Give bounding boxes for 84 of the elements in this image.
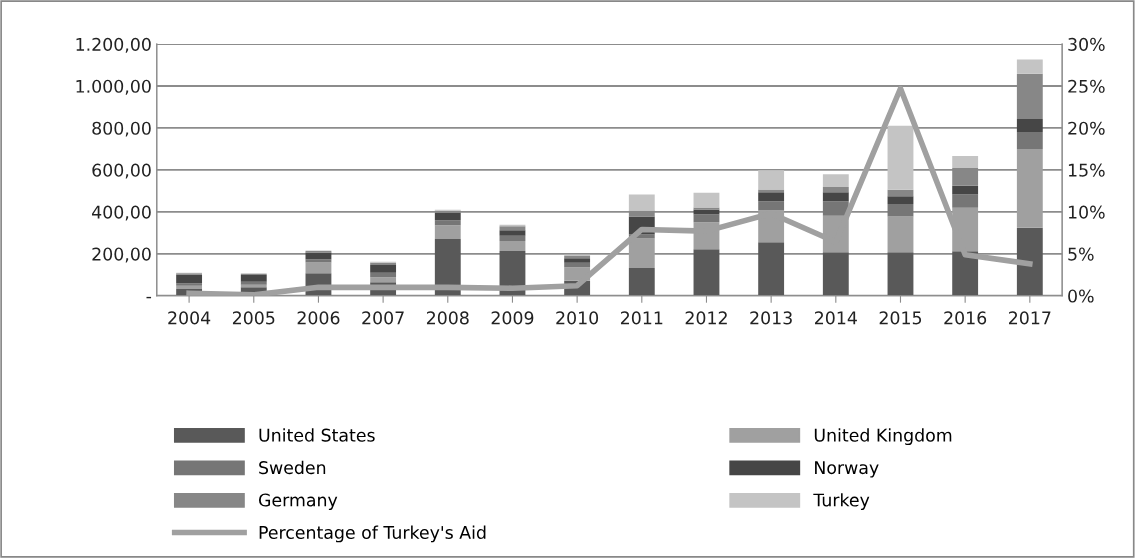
bar bbox=[887, 189, 914, 197]
bar bbox=[370, 265, 397, 273]
bar bbox=[887, 216, 914, 253]
bar bbox=[887, 252, 914, 296]
bar bbox=[434, 212, 461, 221]
bar bbox=[499, 235, 526, 241]
x-tick-label: 2013 bbox=[750, 311, 792, 325]
bar bbox=[822, 252, 849, 296]
bar bbox=[1016, 59, 1043, 74]
legend-label: United States bbox=[259, 428, 375, 442]
y2-tick-label: 20% bbox=[1068, 121, 1105, 135]
x-tick-label: 2005 bbox=[232, 311, 275, 325]
bar bbox=[822, 187, 849, 193]
y2-tick-label: 25% bbox=[1068, 79, 1105, 93]
x-tick-label: 2004 bbox=[168, 311, 211, 325]
legend-label: Norway bbox=[815, 461, 879, 478]
bar bbox=[305, 259, 332, 263]
y-tick-label: 1.200,00 bbox=[76, 37, 151, 53]
x-tick-label: 2015 bbox=[879, 311, 922, 325]
y-tick-label: 400,00 bbox=[92, 205, 151, 221]
bar bbox=[305, 262, 332, 274]
bar bbox=[1016, 227, 1043, 296]
x-tick-label: 2014 bbox=[814, 311, 857, 325]
x-tick-label: 2016 bbox=[944, 311, 987, 325]
x-tick-label: 2009 bbox=[491, 311, 534, 325]
y-tick-label: - bbox=[146, 296, 152, 299]
bar bbox=[564, 262, 591, 268]
bar bbox=[887, 125, 914, 190]
bar bbox=[952, 156, 979, 169]
bar bbox=[952, 185, 979, 195]
legend-label: Turkey bbox=[813, 493, 870, 510]
bar bbox=[628, 268, 655, 296]
legend-label: Germany bbox=[258, 493, 338, 510]
legend-label: United Kingdom bbox=[814, 428, 952, 446]
legend-label: Percentage of Turkey's Aid bbox=[259, 525, 486, 543]
bar bbox=[176, 283, 203, 286]
x-tick-label: 2017 bbox=[1009, 311, 1051, 325]
bar bbox=[693, 209, 720, 215]
x-tick-label: 2012 bbox=[685, 311, 727, 325]
bar bbox=[822, 201, 849, 216]
y-tick-label: 200,00 bbox=[92, 247, 151, 263]
x-tick-label: 2010 bbox=[556, 311, 599, 325]
bar bbox=[628, 238, 655, 269]
bar bbox=[887, 203, 914, 217]
x-tick-label: 2007 bbox=[362, 311, 404, 325]
bar bbox=[822, 192, 849, 202]
bar bbox=[693, 249, 720, 296]
bar bbox=[693, 207, 720, 210]
bar bbox=[1016, 118, 1043, 132]
bar bbox=[628, 194, 655, 211]
y2-tick-label: 10% bbox=[1068, 205, 1105, 219]
bar bbox=[499, 226, 526, 231]
bar bbox=[693, 192, 720, 208]
y-tick-label: 800,00 bbox=[92, 121, 151, 137]
bar bbox=[952, 194, 979, 208]
bar bbox=[758, 170, 785, 190]
y-tick-label: 600,00 bbox=[92, 163, 151, 179]
bar bbox=[1016, 131, 1043, 149]
bar bbox=[499, 241, 526, 252]
bar bbox=[758, 201, 785, 211]
y2-tick-label: 30% bbox=[1068, 37, 1105, 51]
bar bbox=[822, 174, 849, 188]
x-tick-label: 2006 bbox=[297, 311, 340, 325]
bar bbox=[434, 239, 461, 296]
bar bbox=[758, 189, 785, 193]
y-tick-label: 1.000,00 bbox=[76, 79, 151, 95]
x-tick-label: 2011 bbox=[620, 311, 663, 325]
bar bbox=[434, 220, 461, 226]
bar bbox=[499, 230, 526, 236]
y2-tick-label: 5% bbox=[1068, 247, 1094, 261]
bar bbox=[952, 251, 979, 296]
y2-tick-label: 0% bbox=[1068, 289, 1094, 303]
bar bbox=[1016, 148, 1043, 228]
bar bbox=[434, 225, 461, 240]
bar bbox=[758, 192, 785, 202]
y2-tick-label: 15% bbox=[1068, 163, 1105, 177]
bar bbox=[240, 274, 267, 282]
x-tick-label: 2008 bbox=[426, 311, 469, 325]
bar bbox=[758, 242, 785, 296]
bar bbox=[693, 214, 720, 223]
legend-label: Sweden bbox=[259, 460, 326, 475]
bar bbox=[887, 196, 914, 204]
bar bbox=[564, 258, 591, 263]
bar bbox=[370, 277, 397, 283]
